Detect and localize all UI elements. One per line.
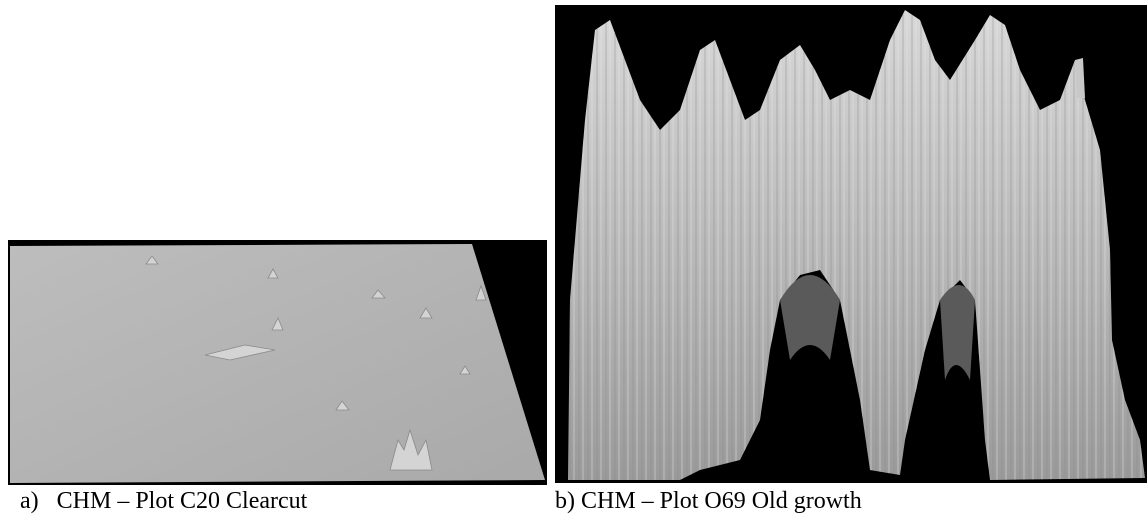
panel-a-image xyxy=(8,240,547,485)
panel-caption: CHM – Plot C20 Clearcut xyxy=(57,488,308,514)
panel-label: a) xyxy=(20,488,39,514)
panel-label: b) xyxy=(555,488,575,514)
caption-a: a) CHM – Plot C20 Clearcut xyxy=(20,488,307,515)
figure: a) CHM – Plot C20 Clearcut b) CHM – Plot… xyxy=(0,0,1147,520)
panel-b-image xyxy=(555,5,1147,483)
terrain-plane xyxy=(10,244,545,483)
caption-b: b) CHM – Plot O69 Old growth xyxy=(555,488,862,515)
panel-caption: CHM – Plot O69 Old growth xyxy=(581,488,862,514)
figure-images xyxy=(0,0,1147,488)
page: CHM figure {"figure": {"panels": [ {"lab… xyxy=(0,0,1147,520)
